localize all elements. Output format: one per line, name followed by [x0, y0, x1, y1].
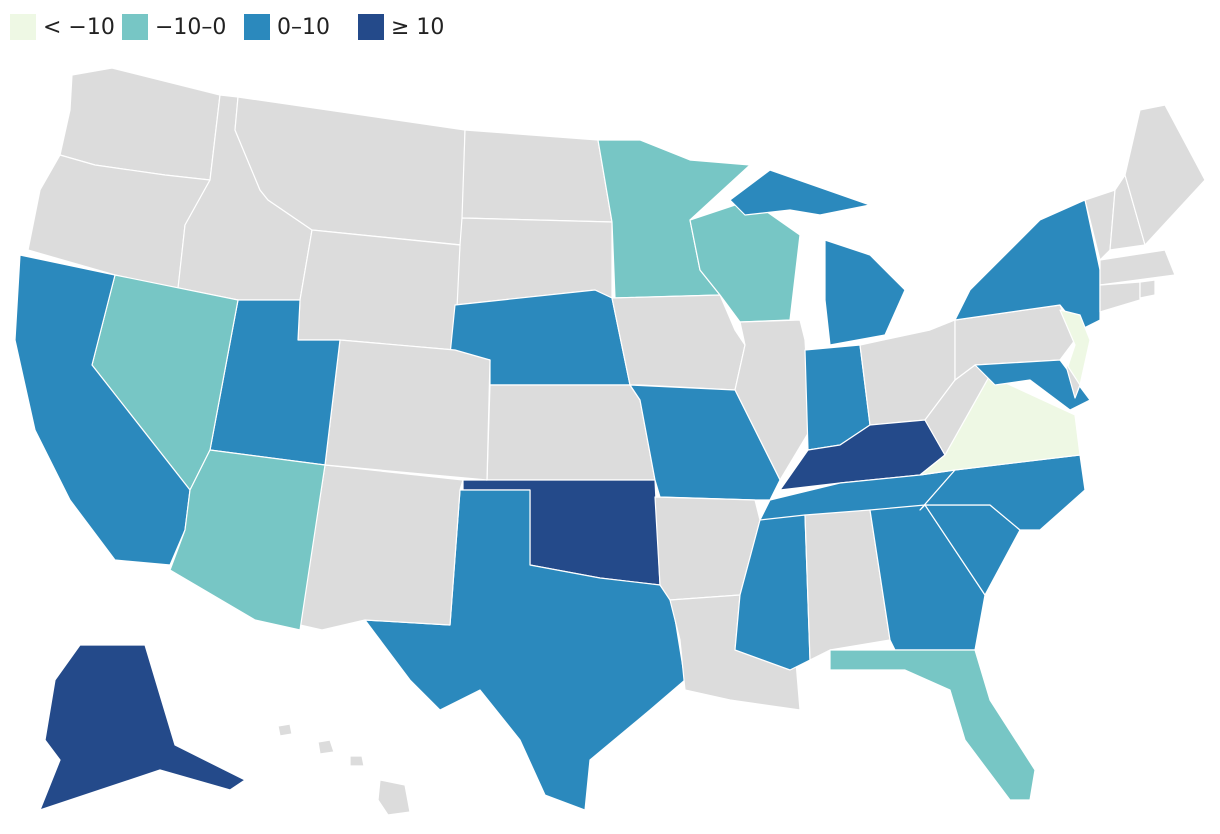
legend-label: −10–0	[155, 15, 226, 40]
legend-label: ≥ 10	[391, 15, 444, 40]
state	[317, 739, 335, 755]
state	[629, 384, 781, 501]
state	[14, 254, 191, 566]
legend-swatch	[244, 14, 270, 40]
state	[324, 339, 491, 481]
state	[169, 449, 326, 631]
state	[729, 169, 871, 216]
state	[1124, 104, 1206, 246]
state	[954, 199, 1101, 331]
state	[1064, 361, 1081, 399]
legend-swatch	[122, 14, 148, 40]
state	[824, 239, 906, 346]
state	[1099, 249, 1176, 286]
states	[14, 67, 1206, 816]
state	[349, 755, 365, 767]
state	[299, 464, 464, 631]
legend-swatch	[358, 14, 384, 40]
legend-label: 0–10	[277, 15, 330, 40]
state	[39, 644, 246, 811]
state	[829, 649, 1036, 801]
state	[974, 359, 1091, 411]
state	[364, 489, 686, 811]
state	[486, 384, 656, 481]
state	[377, 779, 411, 816]
state	[1099, 281, 1141, 313]
state	[611, 294, 746, 391]
state	[277, 723, 293, 737]
state	[1139, 279, 1156, 299]
legend: < −10 −10–0 0–10 ≥ 10	[10, 14, 444, 40]
state	[804, 509, 891, 661]
legend-swatch	[10, 14, 36, 40]
legend-label: < −10	[43, 15, 115, 40]
state	[297, 229, 461, 351]
state	[461, 129, 613, 223]
